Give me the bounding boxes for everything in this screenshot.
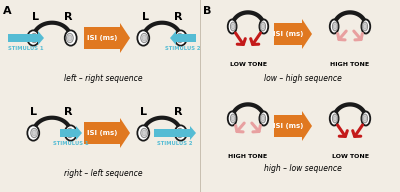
Text: LOW TONE: LOW TONE — [230, 62, 266, 67]
Ellipse shape — [137, 125, 149, 141]
Text: R: R — [174, 12, 182, 22]
Ellipse shape — [176, 128, 183, 138]
Ellipse shape — [260, 114, 266, 123]
Ellipse shape — [142, 130, 146, 136]
Ellipse shape — [232, 116, 234, 121]
Ellipse shape — [228, 111, 236, 126]
Ellipse shape — [362, 22, 368, 31]
Polygon shape — [8, 31, 44, 45]
Ellipse shape — [66, 128, 73, 138]
Ellipse shape — [262, 24, 264, 29]
Ellipse shape — [142, 35, 146, 41]
Text: STIMULUS 1: STIMULUS 1 — [8, 46, 44, 51]
Text: STIMULUS 2: STIMULUS 2 — [157, 141, 193, 146]
Ellipse shape — [232, 24, 234, 29]
Polygon shape — [60, 126, 82, 140]
Ellipse shape — [334, 116, 336, 121]
Ellipse shape — [364, 24, 366, 29]
Text: ISI (ms): ISI (ms) — [273, 123, 303, 129]
Text: R: R — [64, 107, 72, 117]
Ellipse shape — [362, 19, 370, 34]
Text: ISI (ms): ISI (ms) — [87, 35, 117, 41]
Ellipse shape — [65, 30, 77, 46]
Ellipse shape — [334, 24, 336, 29]
Ellipse shape — [332, 114, 338, 123]
Ellipse shape — [332, 22, 338, 31]
Text: L: L — [140, 107, 147, 117]
Text: B: B — [203, 6, 211, 16]
Text: R: R — [174, 107, 182, 117]
Ellipse shape — [32, 130, 36, 136]
Ellipse shape — [31, 128, 38, 138]
Ellipse shape — [228, 19, 236, 34]
Ellipse shape — [27, 125, 39, 141]
Ellipse shape — [362, 114, 368, 123]
Text: A: A — [3, 6, 12, 16]
Ellipse shape — [137, 30, 149, 46]
Ellipse shape — [230, 22, 236, 31]
Text: R: R — [64, 12, 72, 22]
Ellipse shape — [141, 33, 148, 43]
Ellipse shape — [175, 125, 187, 141]
Text: L: L — [32, 12, 39, 22]
Text: low – high sequence: low – high sequence — [264, 74, 342, 83]
Ellipse shape — [330, 111, 338, 126]
Ellipse shape — [262, 116, 264, 121]
Text: HIGH TONE: HIGH TONE — [330, 62, 370, 67]
Ellipse shape — [66, 33, 73, 43]
Ellipse shape — [230, 114, 236, 123]
Ellipse shape — [27, 30, 39, 46]
Ellipse shape — [176, 33, 183, 43]
Text: ISI (ms): ISI (ms) — [273, 31, 303, 37]
Polygon shape — [274, 111, 312, 141]
Ellipse shape — [364, 116, 366, 121]
Text: STIMULUS 2: STIMULUS 2 — [165, 46, 201, 51]
Text: right – left sequence: right – left sequence — [64, 169, 142, 178]
Polygon shape — [84, 23, 130, 53]
Text: L: L — [142, 12, 149, 22]
Text: high – low sequence: high – low sequence — [264, 164, 342, 173]
Ellipse shape — [68, 130, 72, 136]
Polygon shape — [274, 19, 312, 49]
Text: ISI (ms): ISI (ms) — [87, 130, 117, 136]
Ellipse shape — [362, 111, 370, 126]
Ellipse shape — [141, 128, 148, 138]
Polygon shape — [84, 118, 130, 148]
Text: left – right sequence: left – right sequence — [64, 74, 142, 83]
Ellipse shape — [260, 22, 266, 31]
Ellipse shape — [65, 125, 77, 141]
Ellipse shape — [178, 130, 182, 136]
Text: HIGH TONE: HIGH TONE — [228, 154, 268, 159]
Text: LOW TONE: LOW TONE — [332, 154, 368, 159]
Ellipse shape — [32, 35, 36, 41]
Text: STIMULUS 1: STIMULUS 1 — [53, 141, 89, 146]
Ellipse shape — [31, 33, 38, 43]
Ellipse shape — [68, 35, 72, 41]
Polygon shape — [170, 31, 196, 45]
Ellipse shape — [260, 19, 268, 34]
Ellipse shape — [330, 19, 338, 34]
Ellipse shape — [178, 35, 182, 41]
Ellipse shape — [175, 30, 187, 46]
Ellipse shape — [260, 111, 268, 126]
Polygon shape — [154, 126, 196, 140]
Text: L: L — [30, 107, 37, 117]
